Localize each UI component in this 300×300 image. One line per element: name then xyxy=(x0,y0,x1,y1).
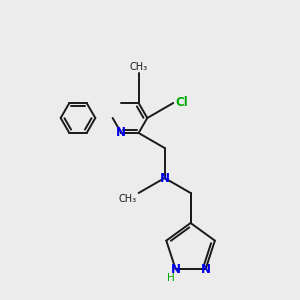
Text: N: N xyxy=(160,172,170,184)
Text: N: N xyxy=(201,263,211,276)
Text: CH₃: CH₃ xyxy=(118,194,136,204)
Text: Cl: Cl xyxy=(175,95,188,109)
Text: CH₃: CH₃ xyxy=(130,62,148,72)
Text: H: H xyxy=(167,273,175,283)
Text: N: N xyxy=(116,127,126,140)
Text: N: N xyxy=(171,263,181,276)
